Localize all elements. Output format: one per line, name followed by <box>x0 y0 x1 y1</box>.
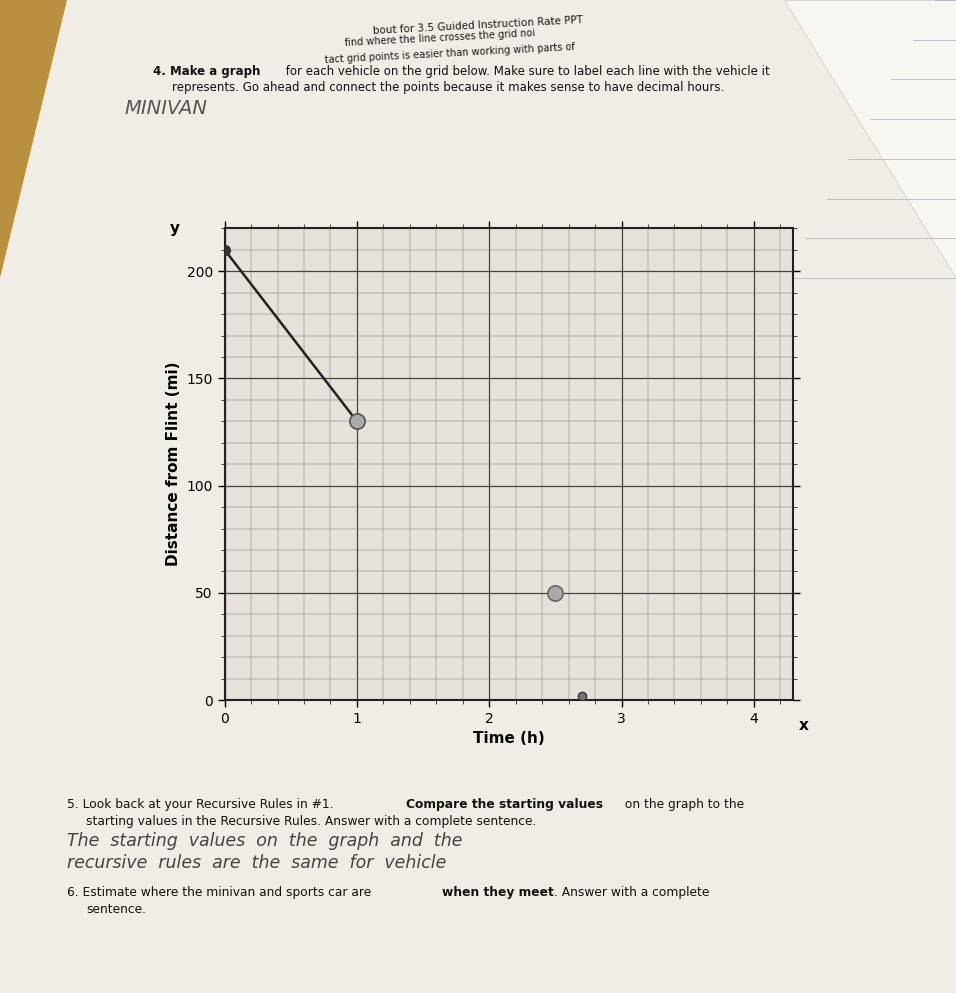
Y-axis label: Distance from Flint (mi): Distance from Flint (mi) <box>166 362 181 566</box>
Text: bout for 3.5 Guided Instruction Rate PPT: bout for 3.5 Guided Instruction Rate PPT <box>373 15 583 36</box>
Text: for each vehicle on the grid below. Make sure to label each line with the vehicl: for each vehicle on the grid below. Make… <box>282 65 770 77</box>
Text: 6. Estimate where the minivan and sports car are: 6. Estimate where the minivan and sports… <box>67 886 375 899</box>
Text: 5. Look back at your Recursive Rules in #1.: 5. Look back at your Recursive Rules in … <box>67 798 337 811</box>
Text: starting values in the Recursive Rules. Answer with a complete sentence.: starting values in the Recursive Rules. … <box>86 815 536 828</box>
X-axis label: Time (h): Time (h) <box>473 732 545 747</box>
Text: . Answer with a complete: . Answer with a complete <box>554 886 710 899</box>
Text: tact grid points is easier than working with parts of: tact grid points is easier than working … <box>324 42 575 65</box>
Polygon shape <box>784 0 956 278</box>
Text: find where the line crosses the grid noi: find where the line crosses the grid noi <box>344 28 535 48</box>
Text: x: x <box>799 718 809 733</box>
Text: MINIVAN: MINIVAN <box>124 99 207 118</box>
Text: Compare the starting values: Compare the starting values <box>406 798 603 811</box>
Text: The  starting  values  on  the  graph  and  the: The starting values on the graph and the <box>67 832 463 850</box>
Text: sentence.: sentence. <box>86 903 146 916</box>
Text: represents. Go ahead and connect the points because it makes sense to have decim: represents. Go ahead and connect the poi… <box>172 81 725 94</box>
Text: y: y <box>169 220 180 236</box>
Text: recursive  rules  are  the  same  for  vehicle: recursive rules are the same for vehicle <box>67 854 446 872</box>
Text: when they meet: when they meet <box>442 886 554 899</box>
Text: 4. Make a graph: 4. Make a graph <box>153 65 260 77</box>
Text: on the graph to the: on the graph to the <box>621 798 745 811</box>
